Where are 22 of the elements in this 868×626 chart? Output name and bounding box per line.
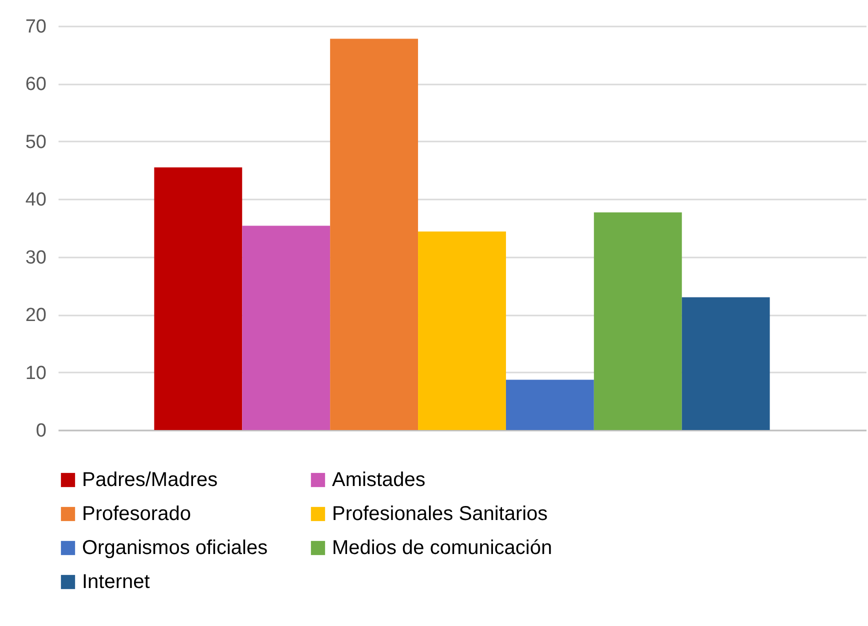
bar [682,297,770,430]
bar [506,380,594,430]
y-tick-label: 10 [25,362,46,384]
bar [242,226,330,430]
legend-label: Profesorado [82,503,191,525]
y-tick-label: 70 [25,16,46,38]
legend-label: Profesionales Sanitarios [332,503,548,525]
legend-label: Amistades [332,469,426,491]
y-tick-label: 20 [25,305,46,326]
bar [154,167,242,430]
legend-label: Organismos oficiales [82,537,268,559]
legend-label: Medios de comunicación [332,537,552,559]
y-tick-label: 30 [25,247,46,268]
y-tick-label: 60 [25,74,46,96]
bar [330,38,418,430]
bar [418,231,506,430]
legend-label: Internet [82,571,150,593]
y-tick-label: 50 [25,132,46,153]
y-tick-label: 0 [36,420,46,442]
legend-label: Padres/Madres [82,469,218,491]
y-tick-label: 40 [25,190,46,211]
bar [594,212,682,430]
